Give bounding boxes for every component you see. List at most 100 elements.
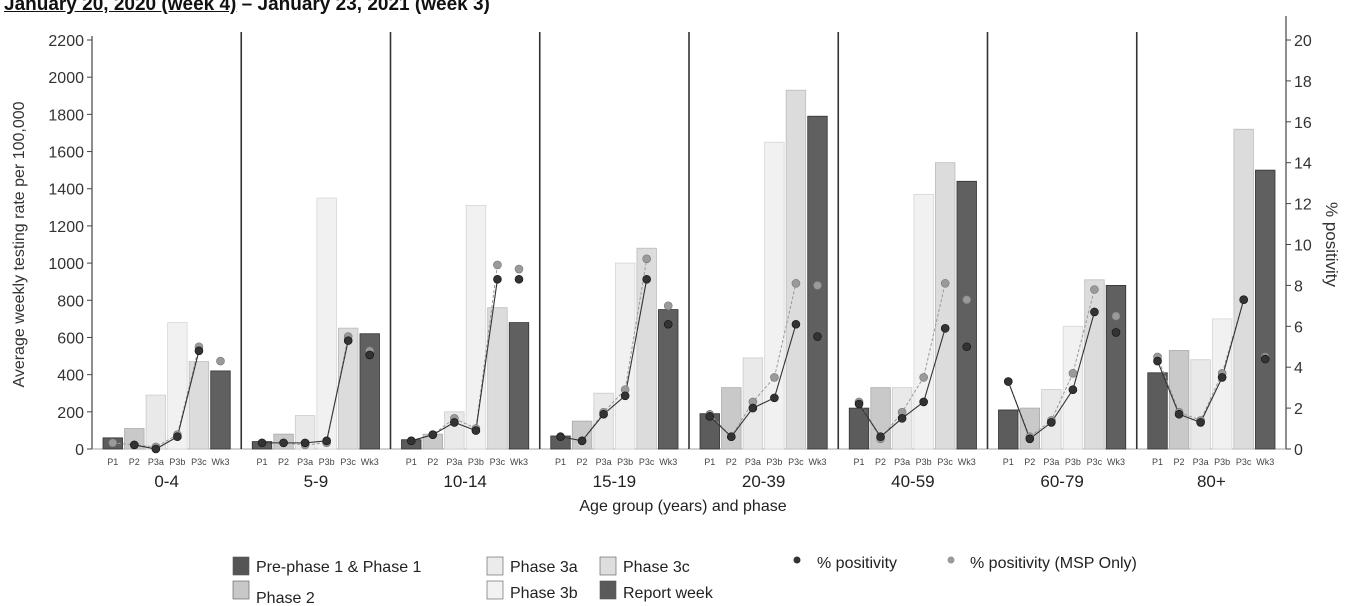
x-axis-title: Age group (years) and phase — [579, 498, 786, 515]
y-tick-label: 2200 — [48, 33, 84, 50]
phase-tick-label: P3c — [490, 457, 506, 467]
msp-positivity-point — [1068, 369, 1078, 378]
positivity-point — [279, 438, 288, 448]
bar-60-79-P3c — [1084, 279, 1105, 450]
positivity-point — [727, 432, 736, 442]
msp-positivity-point — [108, 438, 118, 448]
positivity-point — [1260, 354, 1270, 364]
phase-tick-label: P1 — [406, 457, 417, 467]
y-tick-label: 1600 — [48, 145, 84, 162]
phase-tick-label: P3a — [148, 457, 164, 467]
msp-positivity-point — [791, 279, 801, 288]
bar-5-9-P3c — [338, 327, 359, 450]
positivity-point — [428, 430, 438, 439]
y-tick-label: 1000 — [48, 256, 84, 273]
positivity-point — [962, 342, 972, 352]
bar-40-59-P2 — [870, 387, 891, 450]
phase-tick-label: P2 — [278, 457, 289, 467]
positivity-point — [1068, 385, 1078, 394]
phase-tick-label: P3b — [319, 457, 335, 467]
y-tick-label: 400 — [57, 368, 84, 385]
legend-swatch-phase-2 — [232, 580, 250, 600]
msp-positivity-point — [642, 254, 651, 264]
y2-tick-label: 14 — [1294, 156, 1312, 173]
legend-swatch-pre-phase-1 — [232, 556, 250, 576]
bar-60-79-Wk3 — [1105, 284, 1127, 450]
positivity-point — [1003, 377, 1013, 386]
positivity-point — [1217, 373, 1227, 382]
bar-15-19-P3c — [636, 247, 657, 450]
positivity-point — [940, 324, 950, 333]
legend-label-positivity: % positivity — [817, 555, 897, 572]
legend-label-pre-phase-1: Pre-phase 1 & Phase 1 — [256, 559, 422, 576]
legend-swatch-phase-3a — [486, 556, 504, 576]
positivity-point — [450, 418, 459, 427]
legend-label-phase-2: Phase 2 — [256, 590, 315, 606]
bar-40-59-P3c — [935, 162, 956, 450]
phase-tick-label: P3b — [1065, 457, 1081, 467]
phase-tick-label: P2 — [577, 457, 588, 467]
bar-60-79-P2 — [1019, 407, 1040, 450]
y2-tick-label: 16 — [1294, 115, 1312, 132]
msp-positivity-point — [663, 301, 673, 311]
msp-positivity-point — [962, 295, 972, 305]
positivity-point — [1047, 418, 1056, 427]
bar-15-19-Wk3 — [658, 309, 679, 450]
bar-80+-P3c — [1233, 128, 1254, 450]
legend-label-phase-3a: Phase 3a — [510, 559, 578, 576]
positivity-line — [134, 350, 200, 450]
bar-20-39-P2 — [721, 387, 742, 450]
positivity-point — [556, 432, 565, 442]
positivity-point — [257, 438, 267, 448]
phase-tick-label: P3c — [1236, 457, 1252, 467]
y2-tick-label: 20 — [1294, 33, 1312, 50]
positivity-point — [1196, 418, 1205, 427]
y-tick-label: 1200 — [48, 219, 84, 236]
phase-tick-label: P3a — [745, 457, 761, 467]
positivity-point — [406, 436, 416, 446]
bar-0-4-P3a — [145, 394, 167, 450]
phase-tick-label: P3a — [894, 457, 910, 467]
bar-60-79-P1 — [998, 409, 1019, 450]
y2-tick-label: 18 — [1294, 74, 1312, 91]
y2-tick-label: 2 — [1294, 401, 1303, 418]
phase-tick-label: P2 — [1174, 457, 1185, 467]
bar-15-19-P3a — [593, 392, 614, 450]
positivity-point — [791, 319, 801, 329]
chart-title: January 20, 2020 (week 4) – January 23, … — [4, 0, 490, 16]
phase-tick-label: P1 — [1003, 457, 1014, 467]
bar-40-59-Wk3 — [956, 180, 977, 450]
phase-tick-label: P2 — [129, 457, 140, 467]
msp-positivity-point — [919, 373, 928, 382]
phase-tick-label: P3b — [1214, 457, 1230, 467]
legend-swatch-phase-3c — [599, 556, 617, 576]
bar-0-4-P3b — [167, 322, 188, 450]
phase-tick-label: Wk3 — [808, 457, 826, 467]
positivity-point — [748, 403, 758, 413]
y2-tick-label: 4 — [1294, 360, 1303, 377]
phase-tick-label: P3c — [191, 457, 207, 467]
msp-positivity-point — [514, 264, 524, 274]
legend-swatch-report-week — [599, 580, 617, 600]
bar-5-9-P3b — [316, 197, 337, 450]
legend-label-phase-3b: Phase 3b — [510, 585, 578, 602]
group-label: 5-9 — [304, 472, 329, 491]
y2-axis-title: % positivity — [1322, 202, 1341, 288]
phase-tick-label: P3c — [788, 457, 804, 467]
legend-swatch-phase-3b — [486, 580, 504, 600]
positivity-point — [813, 332, 822, 341]
msp-positivity-point — [813, 281, 822, 290]
positivity-point — [194, 346, 204, 356]
positivity-point — [663, 319, 673, 329]
phase-tick-label: P3a — [446, 457, 462, 467]
positivity-point — [1025, 434, 1035, 444]
bar-10-14-P3c — [487, 307, 508, 450]
y2-tick-label: 6 — [1294, 319, 1303, 336]
bar-20-39-P3b — [764, 141, 785, 450]
group-label: 15-19 — [593, 472, 636, 491]
positivity-point — [599, 409, 608, 419]
phase-tick-label: P3a — [596, 457, 612, 467]
positivity-point — [1111, 328, 1121, 337]
phase-tick-label: Wk3 — [1107, 457, 1125, 467]
